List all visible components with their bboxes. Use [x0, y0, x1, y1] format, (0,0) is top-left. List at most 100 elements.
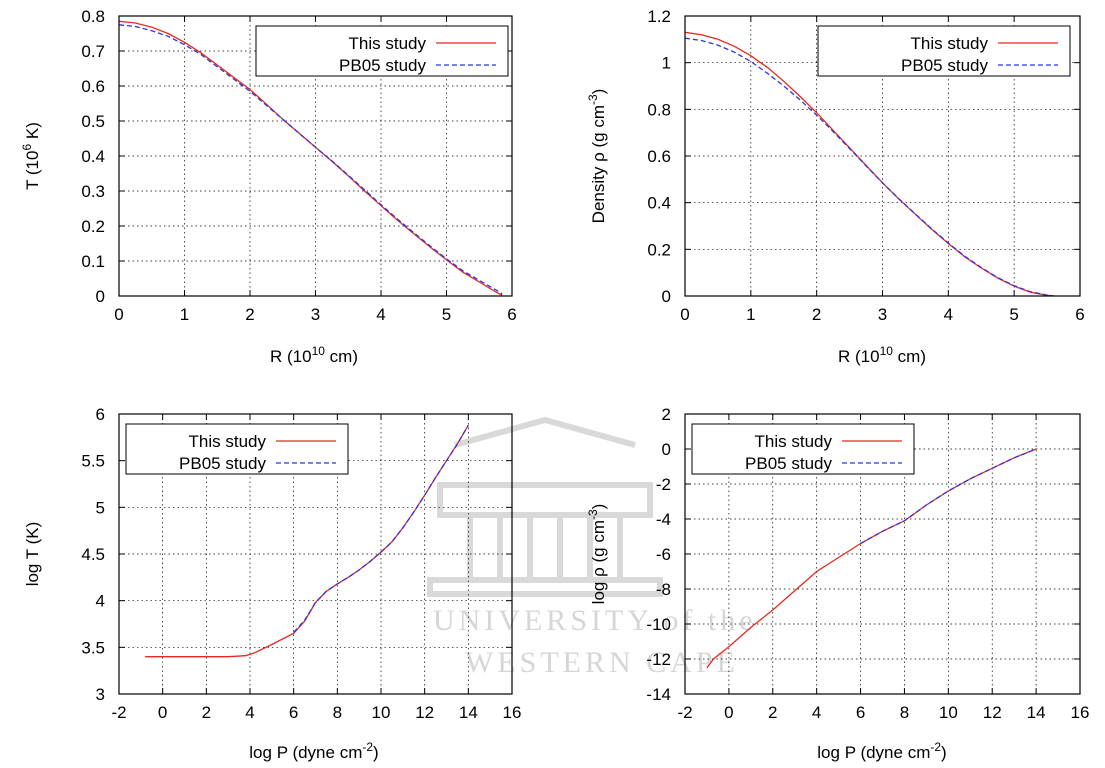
y-tick-label: 0.2 — [647, 240, 671, 259]
x-axis-label: log P (dyne cm-2) — [817, 740, 946, 762]
x-tick-label: 16 — [1071, 703, 1090, 722]
series-line-pb05 — [293, 424, 469, 633]
y-axis-label-tail: ) — [589, 504, 608, 510]
x-tick-label: 10 — [939, 703, 958, 722]
y-axis-label: log ρ (g cm-3) — [586, 504, 608, 605]
y-tick-label: 0 — [96, 287, 105, 306]
x-tick-label: 4 — [245, 703, 254, 722]
y-axis-label-tail: ) — [589, 89, 608, 95]
y-tick-label: 4 — [96, 592, 105, 611]
y-tick-label: -2 — [656, 475, 671, 494]
y-tick-label: 3 — [96, 685, 105, 704]
x-tick-label: 6 — [507, 305, 516, 324]
y-axis-label: log T (K) — [23, 522, 42, 587]
y-axis-label-sup: 6 — [20, 144, 34, 151]
y-axis-label-text: T (10 — [23, 151, 42, 190]
x-tick-label: 0 — [680, 305, 689, 324]
x-tick-label: -2 — [111, 703, 126, 722]
y-axis-label-text: Density ρ (g cm — [589, 105, 608, 223]
y-tick-label: 0.3 — [81, 182, 105, 201]
x-axis-label: R (1010 cm) — [838, 344, 926, 366]
x-tick-label: 4 — [812, 703, 821, 722]
y-axis-label: T (106 K) — [20, 122, 42, 190]
x-axis-label-tail: cm) — [325, 347, 358, 366]
y-tick-label: 0.1 — [81, 252, 105, 271]
watermark-crest — [427, 416, 663, 597]
x-axis-label: log P (dyne cm-2) — [249, 740, 378, 762]
y-tick-label: 0.4 — [647, 194, 671, 213]
x-tick-label: 6 — [289, 703, 298, 722]
y-tick-label: 0.8 — [647, 100, 671, 119]
x-tick-label: 2 — [245, 305, 254, 324]
y-tick-label: 0 — [662, 440, 671, 459]
x-tick-label: 14 — [1027, 703, 1046, 722]
series-line-pb05 — [684, 37, 1054, 297]
x-axis-label-sup: -2 — [362, 740, 373, 754]
x-axis-label: R (1010 cm) — [270, 344, 358, 366]
x-axis-label-text: R (10 — [270, 347, 312, 366]
x-tick-label: -2 — [677, 703, 692, 722]
x-axis-label-text: log P (dyne cm — [249, 743, 362, 762]
x-tick-label: 1 — [746, 305, 755, 324]
y-tick-label: 3.5 — [81, 638, 105, 657]
legend-label: This study — [189, 432, 267, 451]
y-tick-label: 0.8 — [81, 7, 105, 26]
x-tick-label: 4 — [376, 305, 385, 324]
x-tick-label: 0 — [158, 703, 167, 722]
y-tick-label: 0.5 — [81, 112, 105, 131]
y-tick-label: 4.5 — [81, 545, 105, 564]
y-tick-label: 0.6 — [81, 77, 105, 96]
x-tick-label: 5 — [442, 305, 451, 324]
legend-label: This study — [755, 432, 833, 451]
y-tick-label: -4 — [656, 510, 671, 529]
watermark-line1: UNIVERSITY of the — [433, 604, 757, 637]
watermark-line2: WESTERN CAPE — [465, 646, 739, 679]
x-axis-label-sup: -2 — [930, 740, 941, 754]
y-tick-label: -6 — [656, 545, 671, 564]
x-tick-label: 6 — [1075, 305, 1084, 324]
x-axis-label-tail: cm) — [893, 347, 926, 366]
y-tick-label: 1 — [662, 54, 671, 73]
y-axis-label: Density ρ (g cm-3) — [586, 89, 608, 224]
legend-label: This study — [349, 34, 427, 53]
x-tick-label: 3 — [311, 305, 320, 324]
x-tick-label: 3 — [878, 305, 887, 324]
plot-frame — [684, 413, 1081, 695]
legend: This study PB05 study — [691, 423, 915, 475]
x-tick-label: 4 — [944, 305, 953, 324]
chart-panel-3: -2 0 2 4 6 8 10 12 14 16 3 3.5 4 4.5 5 5.5 6 This study PB… — [23, 405, 521, 762]
y-tick-label: -12 — [646, 650, 671, 669]
chart-panel-2: 0 1 2 3 4 5 6 0 0.2 0.4 0.6 0.8 1 1.2 This study PB05 s… — [586, 7, 1085, 366]
y-tick-label: 5 — [96, 498, 105, 517]
x-axis-label-tail: ) — [373, 743, 379, 762]
y-tick-label: 6 — [96, 405, 105, 424]
x-tick-label: 0 — [724, 703, 733, 722]
legend-label: This study — [911, 34, 989, 53]
x-tick-label: 2 — [768, 703, 777, 722]
y-axis-label-sup: -3 — [586, 94, 600, 105]
y-tick-label: 0.4 — [81, 147, 105, 166]
y-tick-label: 0 — [662, 287, 671, 306]
y-tick-label: 0.2 — [81, 217, 105, 236]
x-tick-label: 14 — [459, 703, 478, 722]
y-tick-label: 0.6 — [647, 147, 671, 166]
legend-box — [125, 423, 349, 475]
y-tick-label: 2 — [662, 405, 671, 424]
x-tick-label: 5 — [1009, 305, 1018, 324]
chart-panel-1: 0 1 2 3 4 5 6 0 0.1 0.2 0.3 0.4 0.5 0.6 0.7 0.8 This stu… — [20, 7, 517, 366]
plot-frame — [684, 15, 1081, 297]
y-axis-label-text: log ρ (g cm — [589, 520, 608, 604]
plot-frame — [118, 413, 513, 695]
legend-label: PB05 study — [179, 454, 266, 473]
series-line-pb05 — [860, 448, 1037, 545]
legend-box — [691, 423, 915, 475]
x-tick-label: 0 — [114, 305, 123, 324]
x-axis-label-tail: ) — [941, 743, 947, 762]
chart-panel-4: -2 0 2 4 6 8 10 12 14 16 -14 -12 -10 -8 -6 -4 -2 0 2 This s… — [586, 405, 1089, 762]
x-axis-label-text: log P (dyne cm — [817, 743, 930, 762]
x-tick-label: 8 — [900, 703, 909, 722]
legend: This study PB05 study — [125, 423, 349, 475]
x-axis-label-text: R (10 — [838, 347, 880, 366]
